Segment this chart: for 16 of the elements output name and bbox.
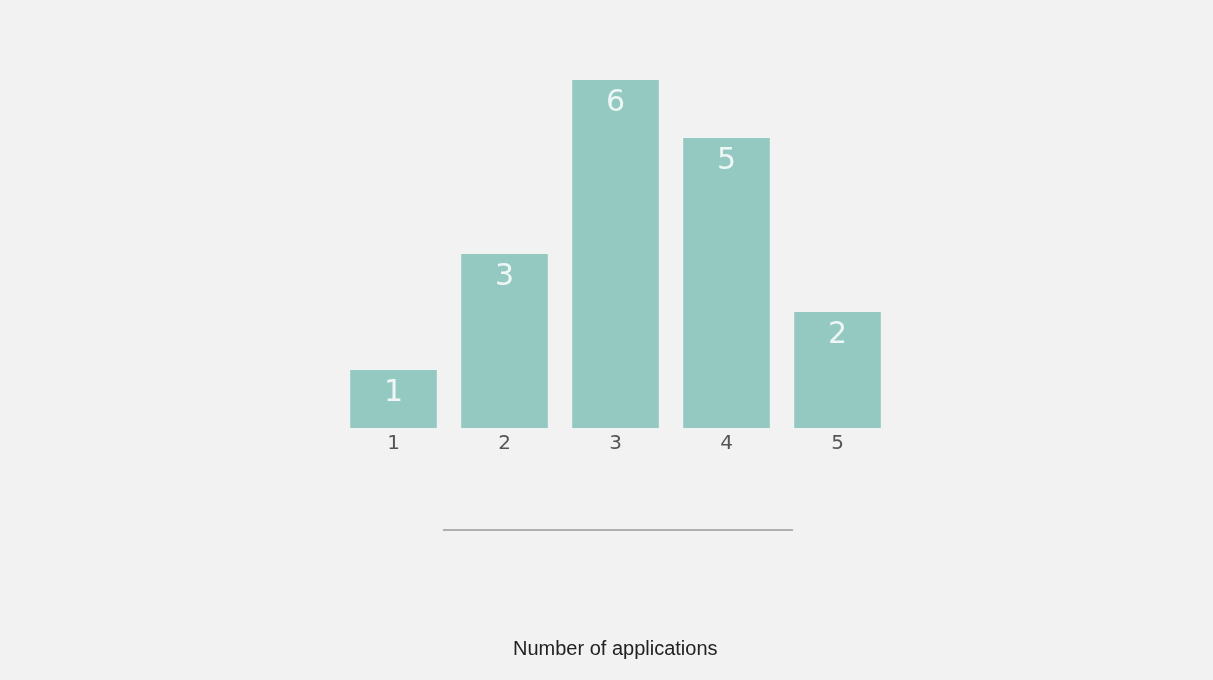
data-label: 2	[827, 315, 848, 350]
data-label: 5	[716, 141, 737, 176]
x-tick-label: 3	[609, 430, 622, 454]
x-tick-label: 1	[387, 430, 400, 454]
data-label: 3	[494, 257, 515, 292]
text: Number of applications	[513, 637, 718, 659]
bar	[350, 370, 437, 428]
data-label: 6	[605, 83, 626, 118]
bar	[683, 138, 770, 428]
bar	[572, 80, 659, 428]
x-tick-label: 5	[831, 430, 844, 454]
x-tick-label: 2	[498, 430, 511, 454]
data-label: 1	[383, 373, 404, 408]
x-tick-label: 4	[720, 430, 733, 454]
bar	[461, 254, 548, 428]
bar	[794, 312, 881, 428]
